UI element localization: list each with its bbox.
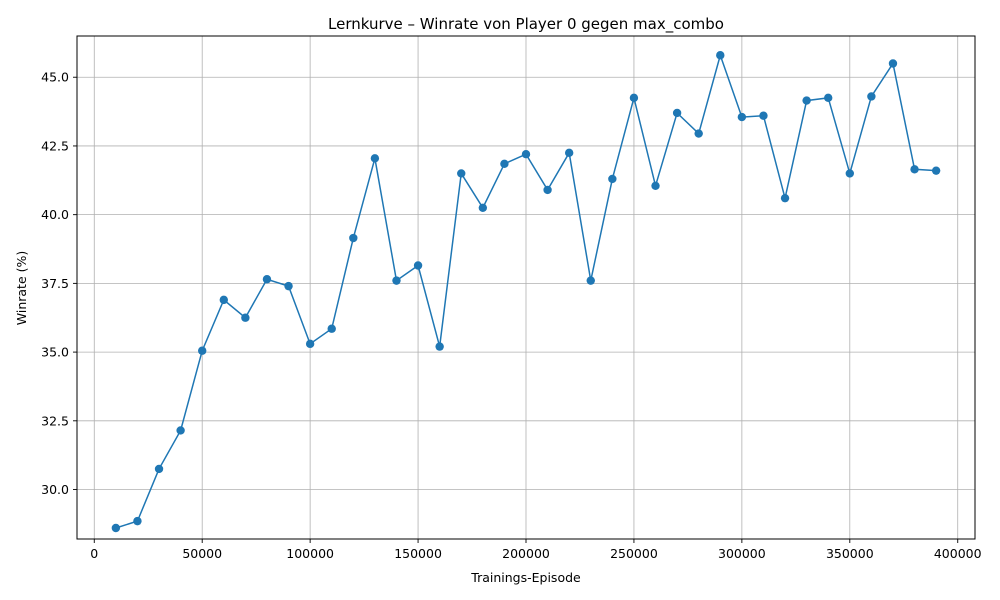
data-point bbox=[154, 464, 164, 474]
data-point bbox=[219, 295, 228, 305]
data-point bbox=[802, 96, 811, 105]
data-point bbox=[349, 233, 358, 243]
data-point bbox=[694, 129, 703, 138]
data-point bbox=[284, 281, 293, 291]
data-point bbox=[888, 59, 898, 68]
data-point bbox=[716, 51, 725, 60]
data-point bbox=[564, 148, 574, 158]
y-tick-label: 45.0 bbox=[41, 70, 69, 85]
data-point bbox=[824, 93, 833, 103]
data-point bbox=[305, 339, 315, 349]
x-tick-label: 350000 bbox=[826, 546, 874, 561]
data-point bbox=[457, 169, 466, 178]
data-point bbox=[737, 112, 747, 122]
x-tick-label: 250000 bbox=[610, 546, 658, 561]
data-point bbox=[586, 276, 595, 285]
y-tick-label: 37.5 bbox=[41, 276, 69, 291]
y-axis-ticks: 30.0 32.5 35.0 37.5 40.0 42.5 45.0 bbox=[41, 70, 77, 497]
data-point bbox=[500, 159, 509, 169]
grid-lines bbox=[77, 36, 975, 539]
y-tick-label: 35.0 bbox=[41, 345, 69, 360]
data-point bbox=[521, 149, 531, 159]
data-point bbox=[262, 275, 272, 284]
data-point bbox=[608, 174, 617, 184]
data-point bbox=[198, 346, 207, 355]
y-tick-label: 30.0 bbox=[41, 482, 69, 497]
data-point bbox=[176, 426, 185, 435]
data-point bbox=[845, 169, 854, 178]
data-point bbox=[111, 523, 121, 533]
data-point bbox=[931, 166, 941, 175]
x-axis-label: Trainings-Episode bbox=[470, 570, 581, 585]
data-point bbox=[651, 181, 660, 190]
data-point bbox=[133, 516, 142, 526]
data-point bbox=[910, 165, 919, 174]
chart-title: Lernkurve – Winrate von Player 0 gegen m… bbox=[328, 15, 724, 34]
data-point bbox=[327, 324, 336, 333]
y-tick-label: 42.5 bbox=[41, 138, 69, 153]
data-point bbox=[780, 193, 790, 203]
x-tick-label: 400000 bbox=[934, 546, 982, 561]
data-point bbox=[629, 93, 639, 103]
y-tick-label: 40.0 bbox=[41, 207, 69, 222]
y-tick-label: 32.5 bbox=[41, 413, 69, 428]
data-point bbox=[413, 261, 423, 270]
x-axis-ticks: 0 50000 100000 150000 200000 250000 300000 3500… bbox=[90, 539, 982, 561]
data-point bbox=[759, 111, 768, 120]
data-points bbox=[111, 51, 941, 533]
data-point bbox=[672, 108, 682, 118]
data-point bbox=[241, 313, 250, 322]
data-point bbox=[370, 154, 380, 163]
data-point bbox=[435, 342, 444, 351]
data-point bbox=[392, 276, 401, 285]
data-point bbox=[543, 185, 552, 195]
y-axis-label: Winrate (%) bbox=[14, 251, 29, 325]
x-tick-label: 0 bbox=[90, 546, 98, 561]
x-tick-label: 100000 bbox=[286, 546, 334, 561]
x-tick-label: 300000 bbox=[718, 546, 766, 561]
x-tick-label: 150000 bbox=[394, 546, 442, 561]
x-tick-label: 200000 bbox=[502, 546, 550, 561]
data-point bbox=[478, 203, 488, 212]
x-tick-label: 50000 bbox=[182, 546, 222, 561]
data-point bbox=[867, 92, 876, 101]
series-layer bbox=[111, 51, 941, 533]
